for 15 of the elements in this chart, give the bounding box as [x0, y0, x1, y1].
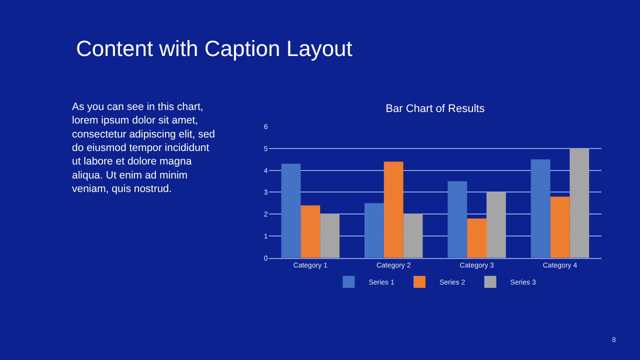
bar [570, 148, 590, 258]
bar [364, 203, 384, 258]
bar [486, 192, 506, 258]
text: As you can see in this chart, lorem ipsum dolor sit amet, consectetur adipiscing elit, sed do eiusmod tempor incididunt ut labore et dolore magna aliqua. Ut enim ad minim veniam, quis nostrud. [72, 101, 216, 195]
bar [530, 159, 550, 258]
bar [384, 162, 404, 258]
bar [467, 218, 487, 258]
bar [281, 164, 301, 258]
bar [448, 181, 468, 258]
bar [320, 214, 340, 258]
chart-title: Bar Chart of Results [386, 102, 486, 115]
bar [550, 196, 570, 258]
bar [300, 205, 320, 258]
bar [403, 214, 423, 258]
text: Content with Caption Layout [76, 36, 352, 61]
